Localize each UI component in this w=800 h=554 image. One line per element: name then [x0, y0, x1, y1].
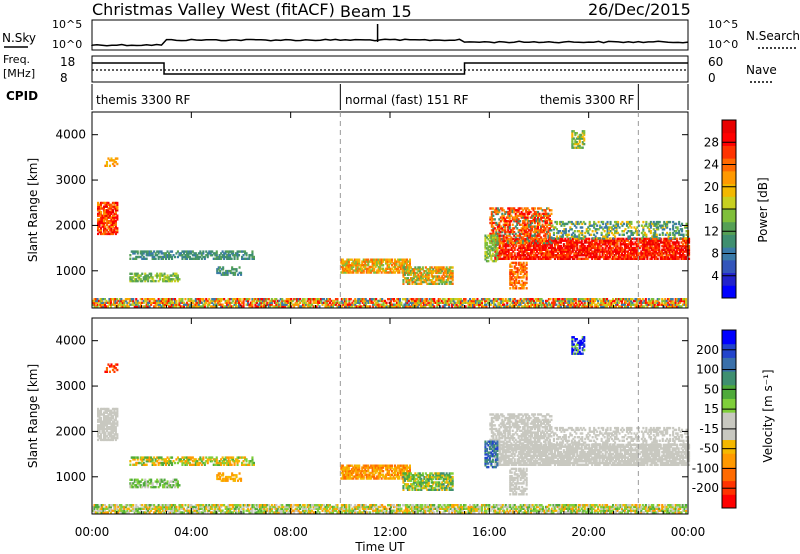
cpid-label: CPID — [6, 89, 38, 103]
colorbar-swatch — [722, 384, 736, 399]
x-tick-label: 20:00 — [571, 525, 606, 539]
nsky-tick-low: 10^0 — [52, 38, 82, 51]
colorbar-swatch — [722, 412, 736, 427]
power-heatmap — [92, 130, 691, 308]
colorbar-swatch — [722, 494, 736, 509]
colorbar-swatch — [722, 453, 736, 468]
velocity-colorbar: 200 100 50 15 -15 -50 -100 -200 — [692, 329, 737, 509]
y-tick-label: 3000 — [55, 173, 86, 187]
nsearch-label: N.Search — [746, 29, 800, 43]
beam-label: Beam 15 — [340, 2, 412, 21]
power-colorbar: 28 24 20 16 12 8 4 — [704, 119, 737, 299]
cpid-segment-label: normal (fast) 151 RF — [345, 93, 469, 107]
nsky-tick-high: 10^5 — [52, 18, 82, 31]
colorbar-swatch — [722, 343, 736, 358]
cpid-row: CPID themis 3300 RF normal (fast) 151 RF t… — [6, 84, 689, 110]
velocity-ylabel: Slant Range [km] — [26, 364, 40, 468]
colorbar-swatch — [722, 234, 736, 248]
colorbar-swatch — [722, 259, 736, 274]
colorbar-swatch — [722, 480, 736, 495]
colorbar-swatch — [722, 357, 736, 372]
x-tick-label: 04:00 — [174, 525, 209, 539]
colorbar-swatch — [722, 439, 736, 454]
nsky-trace — [91, 38, 689, 47]
colorbar-swatch — [722, 330, 736, 345]
nsky-panel: N.Sky 10^5 10^0 10^5 10^0 N.Search — [2, 18, 800, 51]
velocity-colorbar-tick: -200 — [692, 481, 719, 495]
freq-label-1: Freq. — [3, 53, 30, 66]
x-tick-label: 00:00 — [75, 525, 110, 539]
station-title: Christmas Valley West (fitACF) — [92, 0, 335, 19]
velocity-colorbar-tick: -50 — [699, 442, 719, 456]
nave-label: Nave — [746, 63, 777, 77]
freq-trace — [92, 62, 688, 75]
colorbar-swatch — [722, 209, 736, 223]
colorbar-swatch — [722, 371, 736, 386]
y-tick-label: 1000 — [55, 470, 86, 484]
colorbar-swatch — [722, 183, 736, 197]
nsearch-tick-high: 10^5 — [708, 18, 738, 31]
velocity-heatmap — [92, 336, 691, 514]
power-colorbar-tick: 16 — [704, 202, 719, 216]
x-tick-label: 00:00 — [671, 525, 706, 539]
velocity-colorbar-tick: 200 — [696, 343, 719, 357]
x-tick-label: 12:00 — [373, 525, 408, 539]
nave-tick-high: 60 — [708, 55, 723, 69]
x-axis-label: Time UT — [354, 540, 405, 554]
power-panel: 4000 3000 2000 1000 Slant Range [km] 28 24 20… — [26, 111, 770, 309]
freq-tick-high: 18 — [60, 55, 75, 69]
cpid-segment-label: themis 3300 RF — [540, 93, 634, 107]
velocity-colorbar-label: Velocity [m s⁻¹] — [761, 369, 775, 462]
power-colorbar-label: Power [dB] — [756, 177, 770, 242]
freq-label-2: [MHz] — [3, 67, 35, 80]
cpid-segment-label: themis 3300 RF — [96, 93, 190, 107]
y-tick-label: 1000 — [55, 264, 86, 278]
colorbar-swatch — [722, 425, 736, 441]
nsky-label: N.Sky — [2, 31, 36, 45]
power-ylabel: Slant Range [km] — [26, 158, 40, 262]
freq-panel: Freq. [MHz] 18 8 60 0 Nave — [3, 53, 777, 85]
velocity-panel: 4000 3000 2000 1000 Slant Range [km] 200 100… — [26, 317, 775, 515]
y-tick-label: 2000 — [55, 424, 86, 438]
colorbar-swatch — [722, 285, 736, 299]
nave-tick-low: 0 — [708, 71, 716, 85]
y-tick-label: 3000 — [55, 379, 86, 393]
freq-tick-low: 8 — [60, 71, 68, 85]
y-tick-label: 2000 — [55, 218, 86, 232]
colorbar-swatch — [722, 466, 736, 482]
colorbar-swatch — [722, 132, 736, 146]
colorbar-swatch — [722, 272, 736, 286]
power-colorbar-tick: 8 — [711, 247, 719, 261]
velocity-colorbar-tick: 100 — [696, 363, 719, 377]
velocity-colorbar-tick: -100 — [692, 461, 719, 475]
colorbar-swatch — [722, 398, 736, 413]
velocity-colorbar-tick: 15 — [704, 402, 719, 416]
colorbar-swatch — [722, 196, 736, 210]
date-label: 26/Dec/2015 — [588, 0, 691, 19]
colorbar-swatch — [722, 221, 736, 235]
colorbar-swatch — [722, 170, 736, 185]
x-axis: 00:00 04:00 08:00 12:00 16:00 20:00 00:00 — [75, 112, 706, 539]
power-colorbar-tick: 4 — [711, 269, 719, 283]
colorbar-swatch — [722, 145, 736, 159]
colorbar-swatch — [722, 120, 736, 134]
x-tick-label: 16:00 — [472, 525, 507, 539]
x-tick-label: 08:00 — [273, 525, 308, 539]
y-tick-label: 4000 — [55, 128, 86, 142]
nsearch-tick-low: 10^0 — [708, 38, 738, 51]
power-colorbar-tick: 24 — [704, 158, 719, 172]
power-colorbar-tick: 28 — [704, 135, 719, 149]
power-colorbar-tick: 12 — [704, 224, 719, 238]
velocity-colorbar-tick: 50 — [704, 382, 719, 396]
power-colorbar-tick: 20 — [704, 180, 719, 194]
y-tick-label: 4000 — [55, 334, 86, 348]
velocity-colorbar-tick: -15 — [699, 422, 719, 436]
